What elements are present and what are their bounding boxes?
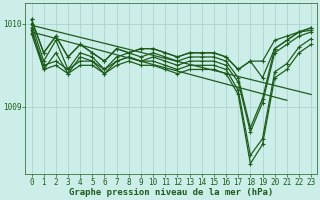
X-axis label: Graphe pression niveau de la mer (hPa): Graphe pression niveau de la mer (hPa) [69,188,274,197]
